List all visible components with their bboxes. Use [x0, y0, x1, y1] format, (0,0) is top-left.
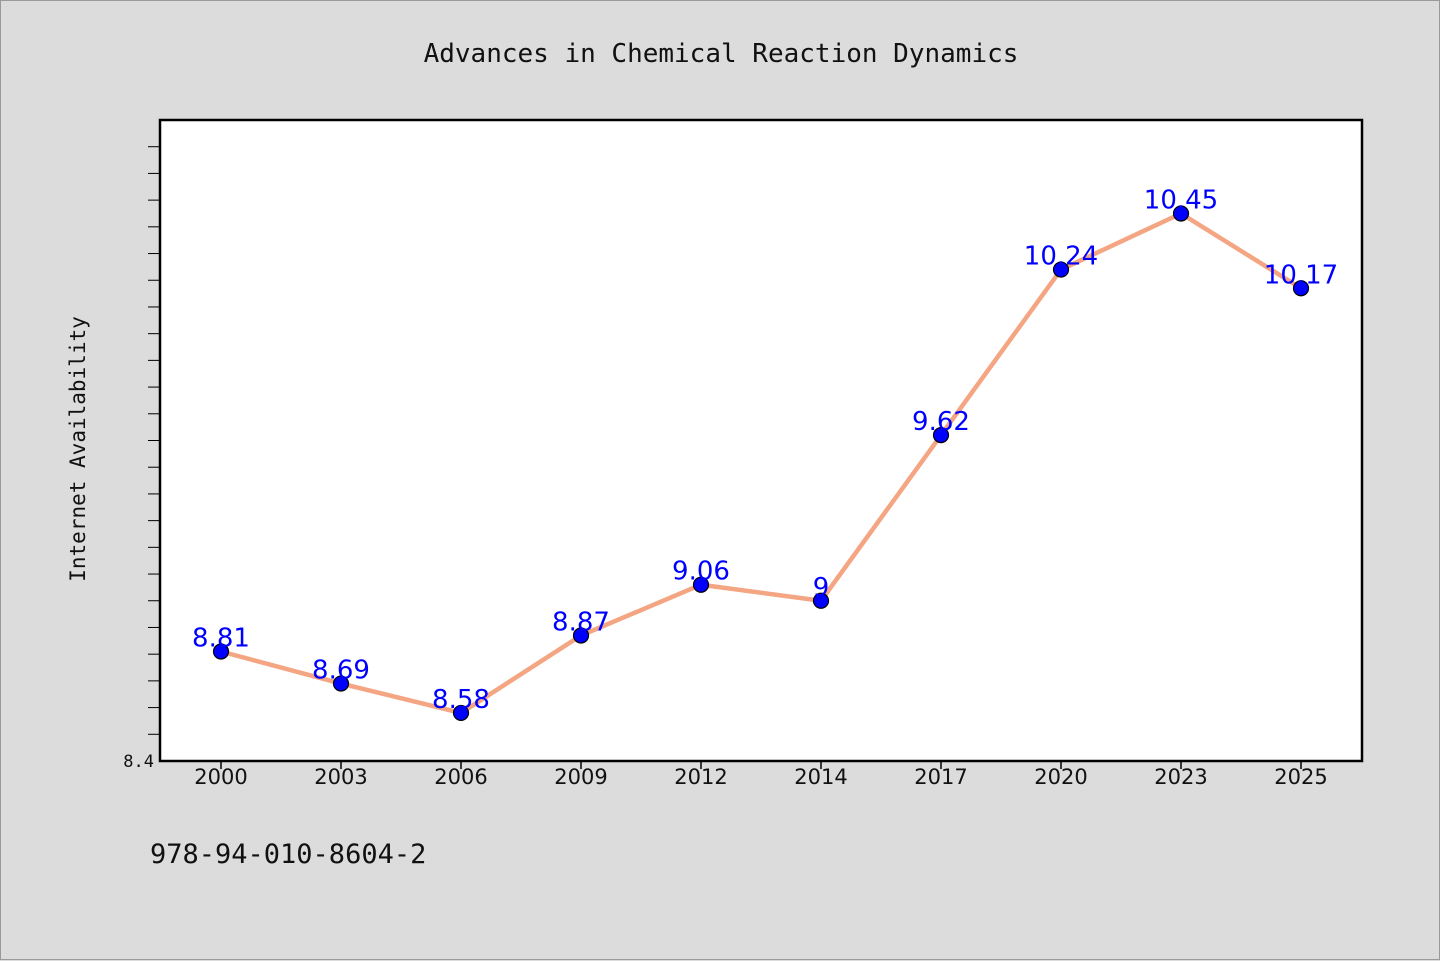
x-tick-label: 2003: [314, 765, 367, 789]
x-tick-label: 2023: [1154, 765, 1207, 789]
chart-title: Advances in Chemical Reaction Dynamics: [424, 39, 1019, 69]
data-label: 8.58: [432, 685, 490, 715]
x-tick-label: 2006: [434, 765, 487, 789]
x-tick-label: 2017: [914, 765, 967, 789]
data-point: [572, 627, 590, 644]
y-axis-label: Internet Availability: [66, 316, 90, 582]
x-tick-label: 2025: [1274, 765, 1327, 789]
isbn-label: 978-94-010-8604-2: [150, 839, 426, 870]
x-tick-label: 2020: [1034, 765, 1087, 789]
series-line: [218, 211, 1304, 716]
data-point: [452, 704, 470, 722]
data-label: 9.62: [912, 407, 970, 437]
data-label: 10.24: [1024, 242, 1098, 272]
x-tick-label: 2012: [674, 765, 727, 789]
data-point: [692, 576, 710, 593]
data-labels: 8.81 8.69 8.58 8.87 9.06 9 9.62 10.24 10.45 10.17: [192, 185, 1338, 714]
data-label: 8.69: [312, 656, 370, 686]
plot-area: [158, 118, 1364, 763]
data-point: [1292, 280, 1310, 297]
data-point: [332, 675, 350, 692]
data-point: [212, 643, 230, 660]
data-label: 10.17: [1264, 260, 1338, 290]
data-label: 8.81: [192, 623, 250, 653]
x-tick-label: 2014: [794, 765, 847, 789]
data-point: [932, 427, 950, 444]
data-point: [1172, 205, 1190, 222]
data-label: 9: [813, 573, 830, 603]
y-tick-label-min: 8.4: [123, 752, 154, 772]
series-line-group: [218, 211, 1304, 716]
x-axis-ticks: 2000 2003 2006 2009 2012 2014 2017 2020 2023 2025: [194, 761, 1328, 789]
data-label: 10.45: [1144, 185, 1218, 215]
data-label: 9.06: [672, 557, 730, 587]
y-axis-minor-ticks: [148, 146, 160, 735]
x-tick-label: 2000: [194, 765, 247, 789]
data-point: [812, 592, 830, 609]
series-markers: [212, 205, 1310, 722]
x-tick-label: 2009: [554, 765, 607, 789]
data-label: 8.87: [552, 607, 610, 637]
data-point: [1052, 261, 1070, 278]
